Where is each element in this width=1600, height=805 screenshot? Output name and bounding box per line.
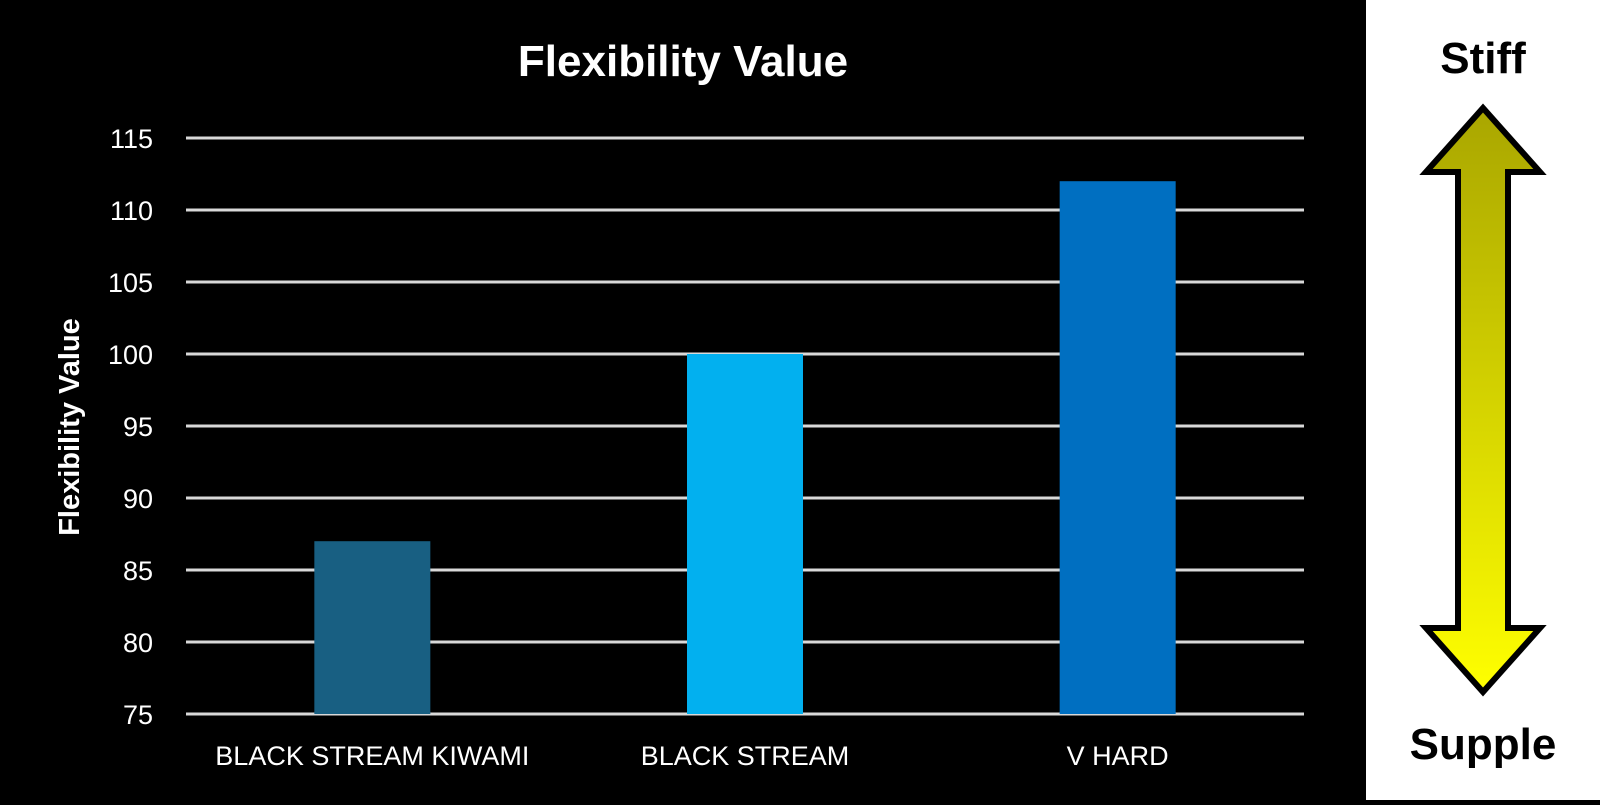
bars	[314, 181, 1176, 714]
y-tick-label: 115	[110, 124, 153, 154]
y-axis-ticks: 75 80 85 90 95 100 105 110 115	[108, 124, 153, 730]
x-category-label: BLACK STREAM	[641, 741, 850, 771]
bar	[314, 541, 431, 714]
stiffness-scale-panel: Stiff Supple	[1366, 0, 1600, 800]
double-arrow-icon	[1419, 103, 1547, 697]
y-tick-label: 75	[123, 700, 153, 730]
x-axis-categories: BLACK STREAM KIWAMI BLACK STREAM V HARD	[215, 741, 1168, 771]
y-tick-label: 100	[108, 340, 153, 370]
y-tick-label: 95	[123, 412, 153, 442]
chart-area: Flexibility Value Flexibility Value 75 80…	[54, 37, 1304, 771]
y-tick-label: 90	[123, 484, 153, 514]
bar-chart: Flexibility Value Flexibility Value 75 80…	[54, 37, 1304, 771]
y-axis-label: Flexibility Value	[54, 318, 86, 536]
arrow-shape	[1419, 103, 1547, 697]
chart-title: Flexibility Value	[518, 37, 848, 86]
bar	[1059, 181, 1176, 714]
x-category-label: BLACK STREAM KIWAMI	[215, 741, 529, 771]
stiff-label: Stiff	[1440, 34, 1526, 83]
y-tick-label: 110	[110, 196, 153, 226]
x-category-label: V HARD	[1067, 741, 1169, 771]
y-tick-label: 105	[108, 268, 153, 298]
supple-label: Supple	[1409, 720, 1557, 769]
bar	[687, 354, 803, 714]
y-tick-label: 85	[123, 556, 153, 586]
y-tick-label: 80	[123, 628, 153, 658]
